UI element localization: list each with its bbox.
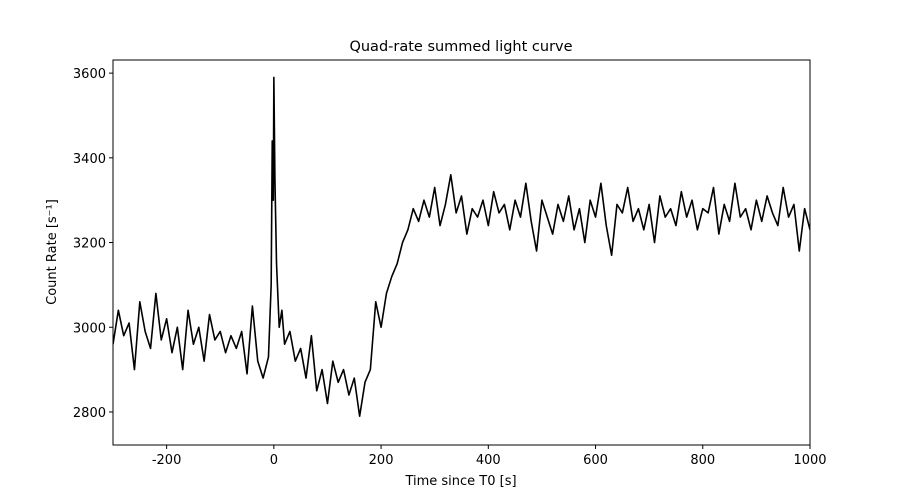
x-tick-label: 200 [369,453,394,468]
x-tick-label: 1000 [793,453,826,468]
y-tick-label: 2800 [73,406,106,421]
x-tick-label: 400 [476,453,501,468]
chart-title: Quad-rate summed light curve [349,39,572,55]
x-axis-label: Time since T0 [s] [404,474,516,489]
x-tick-label: 600 [583,453,608,468]
y-tick-label: 3200 [73,237,106,252]
plot-frame [112,59,811,446]
x-tick-label: -200 [152,453,182,468]
y-tick-label: 3000 [73,321,106,336]
light-curve [113,76,810,417]
y-axis-label: Count Rate [s⁻¹] [45,199,60,305]
x-tick-label: 0 [270,453,278,468]
y-tick-label: 3400 [73,152,106,167]
x-tick-label: 800 [690,453,715,468]
y-tick-label: 3600 [73,67,106,82]
